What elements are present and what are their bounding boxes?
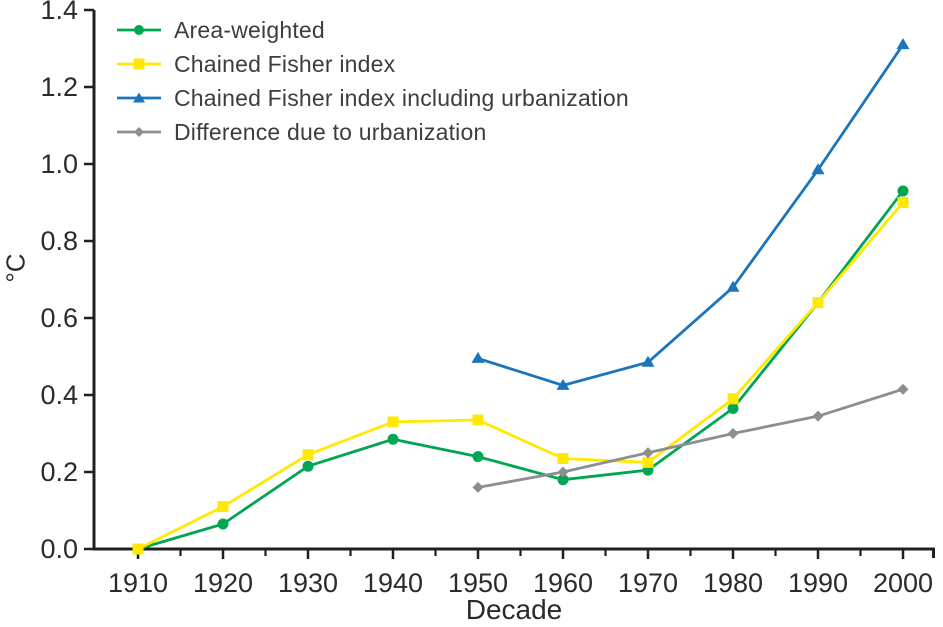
- x-tick-label: 1970: [618, 568, 678, 598]
- y-tick-label: 0.6: [40, 303, 78, 333]
- x-tick-label: 2000: [873, 568, 933, 598]
- x-axis-ticks: 1910 1920 1930 1940 1950 1960 1970 1980 1990 2000: [108, 549, 933, 598]
- y-tick-label: 0.2: [40, 457, 78, 487]
- legend-item-chained-fisher-index-including-urbanization: Chained Fisher index including urbanizat…: [116, 81, 629, 115]
- x-tick-label: 1990: [788, 568, 848, 598]
- legend-label-area-weighted: Area-weighted: [174, 16, 325, 43]
- y-tick-label: 0.8: [40, 226, 78, 256]
- y-tick-label: 1.0: [40, 149, 78, 179]
- y-tick-label: 1.2: [40, 72, 78, 102]
- legend-item-difference-due-to-urbanization: Difference due to urbanization: [116, 115, 629, 149]
- chained-fisher-index-including-urbanization-marker-icon: [117, 92, 161, 103]
- y-axis-ticks: 0.0 0.2 0.4 0.6 0.8 1.0 1.2 1.4: [40, 0, 94, 564]
- x-tick-label: 1920: [193, 568, 253, 598]
- legend-label-chained-fisher-index: Chained Fisher index: [174, 50, 396, 77]
- x-tick-label: 1930: [278, 568, 338, 598]
- x-tick-label: 1910: [108, 568, 168, 598]
- x-tick-label: 1950: [448, 568, 508, 598]
- series-difference-due-to-urbanization: [472, 383, 909, 493]
- area-weighted-marker-icon: [117, 25, 161, 35]
- legend-label-chained-fisher-index-including-urbanization: Chained Fisher index including urbanizat…: [174, 84, 629, 111]
- axes: [92, 10, 935, 558]
- legend-label-difference-due-to-urbanization: Difference due to urbanization: [174, 118, 487, 145]
- series-chained-fisher-index-including-urbanization: [471, 38, 910, 390]
- legend-item-area-weighted: Area-weighted: [116, 13, 629, 47]
- y-axis-label: °C: [0, 253, 31, 283]
- y-tick-label: 1.4: [40, 0, 78, 25]
- difference-due-to-urbanization-marker-icon: [117, 127, 161, 137]
- y-tick-label: 0.4: [40, 380, 78, 410]
- y-tick-label: 0.0: [40, 534, 78, 564]
- series-chained-fisher-index: [132, 197, 909, 555]
- x-tick-label: 1960: [533, 568, 593, 598]
- x-axis-label: Decade: [465, 594, 563, 625]
- x-tick-label: 1980: [703, 568, 763, 598]
- chained-fisher-index-marker-icon: [117, 58, 161, 70]
- legend-item-chained-fisher-index: Chained Fisher index: [116, 47, 629, 81]
- legend: Area-weighted Chained Fisher index Chain…: [116, 13, 629, 149]
- series-area-weighted: [132, 185, 909, 555]
- x-tick-label: 1940: [363, 568, 423, 598]
